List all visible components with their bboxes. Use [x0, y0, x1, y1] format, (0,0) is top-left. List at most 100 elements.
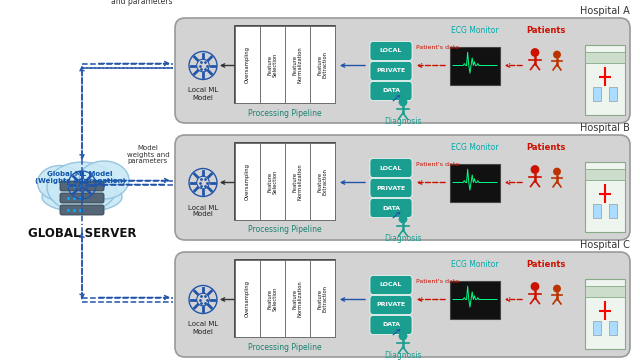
FancyBboxPatch shape [175, 135, 630, 240]
Text: Feature
Normalization: Feature Normalization [292, 280, 303, 317]
Text: Patient's data: Patient's data [417, 162, 460, 167]
Text: DATA: DATA [382, 89, 400, 94]
FancyBboxPatch shape [370, 315, 412, 334]
Bar [260, 143, 285, 220]
Text: Feature
Selection: Feature Selection [267, 286, 278, 311]
Text: Global ML Model
(Weights Aggregation): Global ML Model (Weights Aggregation) [35, 171, 125, 184]
Circle shape [553, 285, 561, 293]
Circle shape [399, 215, 408, 224]
Text: ECG Monitor: ECG Monitor [451, 26, 499, 35]
Text: Diagnosis: Diagnosis [384, 351, 422, 360]
Bar [593, 204, 601, 218]
Text: Local ML
Model: Local ML Model [188, 321, 218, 334]
Text: Oversampling: Oversampling [245, 46, 250, 83]
Bar [260, 260, 285, 337]
Bar [310, 26, 335, 103]
Ellipse shape [79, 161, 129, 199]
Bar [235, 26, 335, 103]
Bar [450, 46, 500, 85]
Text: DATA: DATA [382, 206, 400, 211]
FancyBboxPatch shape [370, 296, 412, 315]
Text: GLOBAL SERVER: GLOBAL SERVER [28, 227, 136, 240]
Bar [609, 321, 617, 335]
Text: PRIVATE: PRIVATE [376, 302, 406, 307]
Bar [310, 260, 335, 337]
Ellipse shape [47, 162, 117, 212]
Bar [585, 286, 625, 297]
Circle shape [531, 282, 540, 291]
Text: Feature
Extraction: Feature Extraction [317, 51, 328, 78]
Bar [235, 143, 260, 220]
Text: Model
weights and
parameters: Model weights and parameters [127, 144, 170, 165]
Circle shape [531, 165, 540, 174]
Text: Patient's data: Patient's data [417, 45, 460, 50]
Text: Patient's data: Patient's data [417, 279, 460, 284]
Text: Diagnosis: Diagnosis [384, 117, 422, 126]
FancyBboxPatch shape [60, 181, 104, 191]
Text: Feature
Selection: Feature Selection [267, 52, 278, 77]
Circle shape [399, 332, 408, 341]
Bar [285, 260, 310, 337]
Text: Feature
Extraction: Feature Extraction [317, 285, 328, 312]
Bar [609, 87, 617, 101]
Text: Hospital B: Hospital B [580, 123, 630, 133]
Text: ECG Monitor: ECG Monitor [451, 143, 499, 152]
Text: Hospital A: Hospital A [580, 6, 630, 16]
Bar [450, 163, 500, 202]
Bar [585, 279, 625, 349]
Bar [310, 143, 335, 220]
FancyBboxPatch shape [370, 41, 412, 60]
Bar [450, 280, 500, 319]
Text: Feature
Normalization: Feature Normalization [292, 163, 303, 200]
FancyBboxPatch shape [370, 275, 412, 294]
Bar [235, 260, 335, 337]
Bar [585, 169, 625, 180]
Text: Local ML
Model: Local ML Model [188, 204, 218, 217]
Text: ECG Monitor: ECG Monitor [451, 260, 499, 269]
Text: Oversampling: Oversampling [245, 280, 250, 317]
FancyBboxPatch shape [175, 18, 630, 123]
FancyBboxPatch shape [370, 62, 412, 81]
Ellipse shape [38, 166, 83, 201]
Text: Patients: Patients [526, 260, 566, 269]
Text: Hospital C: Hospital C [580, 240, 630, 250]
Bar [609, 204, 617, 218]
Bar [260, 26, 285, 103]
Text: LOCAL: LOCAL [380, 49, 402, 54]
Text: Patients: Patients [526, 26, 566, 35]
Text: PRIVATE: PRIVATE [376, 68, 406, 73]
Circle shape [399, 98, 408, 107]
Text: LOCAL: LOCAL [380, 283, 402, 288]
Text: Processing Pipeline: Processing Pipeline [248, 108, 322, 117]
FancyBboxPatch shape [370, 158, 412, 177]
Text: PRIVATE: PRIVATE [376, 185, 406, 190]
Bar [235, 26, 260, 103]
FancyBboxPatch shape [370, 81, 412, 100]
Text: Feature
Normalization: Feature Normalization [292, 46, 303, 83]
Circle shape [553, 51, 561, 59]
Bar [585, 52, 625, 63]
Bar [235, 260, 260, 337]
Text: Patients: Patients [526, 143, 566, 152]
Text: Oversampling: Oversampling [245, 163, 250, 200]
Text: Processing Pipeline: Processing Pipeline [248, 342, 322, 351]
Text: LOCAL: LOCAL [380, 166, 402, 171]
FancyBboxPatch shape [370, 179, 412, 198]
Ellipse shape [42, 182, 122, 212]
Text: Processing Pipeline: Processing Pipeline [248, 225, 322, 234]
Bar [593, 321, 601, 335]
Bar [235, 143, 335, 220]
Bar [285, 143, 310, 220]
FancyBboxPatch shape [370, 198, 412, 217]
Text: Diagnosis: Diagnosis [384, 234, 422, 243]
Bar [585, 162, 625, 232]
Circle shape [553, 168, 561, 176]
Bar [285, 26, 310, 103]
Bar [585, 45, 625, 115]
Text: Feature
Selection: Feature Selection [267, 169, 278, 194]
FancyBboxPatch shape [60, 193, 104, 203]
Circle shape [531, 48, 540, 57]
Text: DATA: DATA [382, 323, 400, 328]
FancyBboxPatch shape [60, 205, 104, 215]
Bar [593, 87, 601, 101]
